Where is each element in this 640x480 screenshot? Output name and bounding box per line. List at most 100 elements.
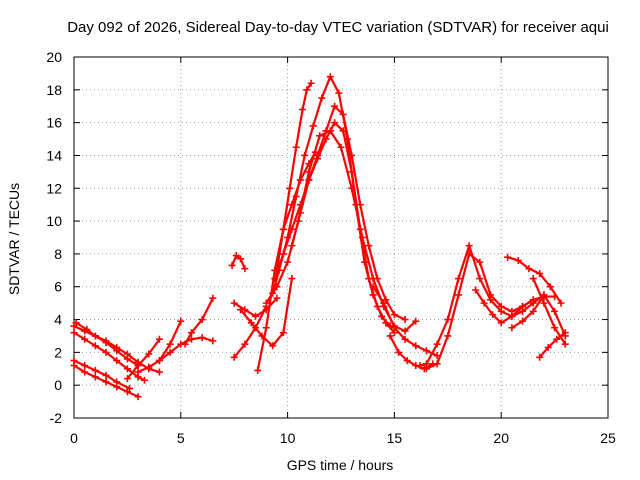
- data-point-marker: [307, 79, 315, 87]
- data-point-marker: [113, 357, 121, 365]
- data-point-marker: [551, 324, 559, 332]
- data-point-marker: [561, 329, 569, 337]
- data-point-marker: [269, 342, 277, 350]
- data-point-marker: [72, 319, 80, 327]
- data-point-marker: [331, 119, 339, 127]
- series-track-6: [123, 335, 163, 383]
- data-point-marker: [91, 366, 99, 374]
- data-point-marker: [134, 361, 142, 369]
- series-track-18: [273, 79, 315, 274]
- data-point-marker: [83, 325, 91, 333]
- data-point-marker: [382, 319, 390, 327]
- data-point-marker: [254, 366, 262, 374]
- data-point-marker: [540, 299, 548, 307]
- data-point-marker: [286, 184, 294, 192]
- data-point-marker: [525, 265, 533, 273]
- data-point-marker: [134, 393, 142, 401]
- series-track-5: [70, 357, 134, 392]
- y-axis-label: SDTVAR / TECUs: [6, 183, 22, 295]
- data-point-marker: [433, 360, 441, 368]
- data-point-marker: [279, 250, 287, 258]
- y-tick-label: -2: [50, 410, 63, 426]
- data-point-marker: [508, 324, 516, 332]
- data-point-marker: [296, 209, 304, 217]
- data-point-marker: [91, 373, 99, 381]
- data-point-marker: [536, 353, 544, 361]
- data-point-marker: [412, 342, 420, 350]
- data-point-marker: [155, 335, 163, 343]
- data-point-marker: [309, 122, 317, 130]
- data-point-marker: [412, 317, 420, 325]
- data-point-marker: [465, 250, 473, 258]
- y-tick-label: 8: [54, 246, 62, 262]
- series-track-4: [72, 319, 142, 369]
- data-point-marker: [365, 242, 373, 250]
- series-track-20: [369, 283, 441, 360]
- series-track-line: [256, 151, 317, 372]
- data-point-marker: [422, 347, 430, 355]
- data-point-marker: [337, 143, 345, 151]
- data-point-marker: [390, 311, 398, 319]
- data-point-marker: [335, 89, 343, 97]
- data-point-marker: [540, 291, 548, 299]
- data-point-marker: [444, 316, 452, 324]
- data-point-marker: [514, 256, 522, 264]
- data-point-marker: [356, 201, 364, 209]
- data-point-marker: [444, 332, 452, 340]
- series-track-8: [155, 317, 185, 365]
- data-point-marker: [299, 106, 307, 114]
- data-point-marker: [316, 132, 324, 140]
- series-track-line: [72, 359, 131, 390]
- grid-lines: [74, 57, 608, 418]
- series-track-17: [271, 119, 398, 337]
- data-point-marker: [288, 275, 296, 283]
- data-point-marker: [476, 258, 484, 266]
- data-point-marker: [369, 283, 377, 291]
- data-point-marker: [476, 275, 484, 283]
- data-point-marker: [166, 340, 174, 348]
- data-point-marker: [395, 348, 403, 356]
- data-point-marker: [230, 299, 238, 307]
- data-point-marker: [292, 143, 300, 151]
- data-point-marker: [303, 86, 311, 94]
- data-point-marker: [237, 306, 245, 314]
- series-track-19: [288, 102, 409, 324]
- x-tick-label: 5: [177, 430, 185, 446]
- data-point-marker: [454, 275, 462, 283]
- data-point-marker: [422, 365, 430, 373]
- data-point-marker: [113, 378, 121, 386]
- y-tick-label: 0: [54, 377, 62, 393]
- data-point-marker: [145, 363, 153, 371]
- data-point-marker: [237, 255, 245, 263]
- data-point-marker: [519, 317, 527, 325]
- data-point-marker: [70, 329, 78, 337]
- series-track-line: [183, 297, 214, 346]
- series-track-line: [126, 338, 161, 380]
- data-point-marker: [81, 368, 89, 376]
- data-point-marker: [155, 368, 163, 376]
- data-point-marker: [390, 324, 398, 332]
- data-point-marker: [288, 242, 296, 250]
- data-point-marker: [228, 261, 236, 269]
- series-track-line: [290, 105, 407, 321]
- data-point-marker: [536, 270, 544, 278]
- data-point-marker: [102, 378, 110, 386]
- y-tick-label: 4: [54, 312, 62, 328]
- data-point-marker: [301, 151, 309, 159]
- data-point-marker: [241, 340, 249, 348]
- x-tick-label: 0: [70, 430, 78, 446]
- data-point-marker: [198, 316, 206, 324]
- data-point-marker: [472, 286, 480, 294]
- series-track-line: [72, 331, 146, 382]
- y-tick-label: 2: [54, 344, 62, 360]
- plot-frame: [73, 56, 609, 419]
- series-track-line: [538, 331, 567, 359]
- series-track-9: [181, 294, 217, 348]
- series-track-line: [510, 293, 567, 338]
- data-point-marker: [198, 334, 206, 342]
- data-point-marker: [322, 127, 330, 135]
- data-point-marker: [145, 350, 153, 358]
- axis-ticks: 0 5 10 15 20 25 -2 0 2 4 6 8 10 12 14 16 18 20: [46, 49, 616, 446]
- data-point-marker: [155, 357, 163, 365]
- data-point-marker: [187, 335, 195, 343]
